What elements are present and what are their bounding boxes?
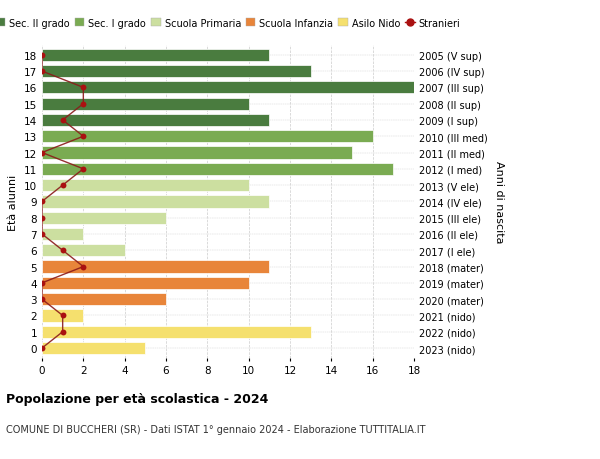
Point <box>37 214 47 222</box>
Bar <box>42 196 269 208</box>
Point <box>79 263 88 271</box>
Bar <box>42 310 83 322</box>
Bar <box>42 212 166 224</box>
Bar <box>42 115 269 127</box>
Bar <box>42 82 414 94</box>
Point <box>37 198 47 206</box>
Point <box>37 68 47 76</box>
Y-axis label: Anni di nascita: Anni di nascita <box>494 161 504 243</box>
Bar <box>42 342 145 354</box>
Bar <box>42 50 269 62</box>
Bar <box>42 261 269 273</box>
Bar <box>42 229 83 241</box>
Point <box>37 296 47 303</box>
Bar <box>42 147 352 159</box>
Point <box>58 117 67 124</box>
Bar <box>42 293 166 306</box>
Point <box>79 84 88 92</box>
Point <box>37 231 47 238</box>
Point <box>58 312 67 319</box>
Point <box>37 150 47 157</box>
Text: COMUNE DI BUCCHERI (SR) - Dati ISTAT 1° gennaio 2024 - Elaborazione TUTTITALIA.I: COMUNE DI BUCCHERI (SR) - Dati ISTAT 1° … <box>6 425 425 435</box>
Bar <box>42 66 311 78</box>
Point <box>79 133 88 140</box>
Point <box>79 166 88 173</box>
Bar <box>42 245 125 257</box>
Legend: Sec. II grado, Sec. I grado, Scuola Primaria, Scuola Infanzia, Asilo Nido, Stran: Sec. II grado, Sec. I grado, Scuola Prim… <box>0 18 460 28</box>
Point <box>37 52 47 59</box>
Point <box>58 247 67 254</box>
Bar <box>42 98 248 111</box>
Bar <box>42 326 311 338</box>
Y-axis label: Età alunni: Età alunni <box>8 174 19 230</box>
Bar <box>42 179 248 192</box>
Bar <box>42 163 394 175</box>
Text: Popolazione per età scolastica - 2024: Popolazione per età scolastica - 2024 <box>6 392 268 405</box>
Bar <box>42 277 248 289</box>
Point <box>37 280 47 287</box>
Point <box>37 345 47 352</box>
Point <box>79 101 88 108</box>
Point <box>58 328 67 336</box>
Bar <box>42 131 373 143</box>
Point <box>58 182 67 190</box>
